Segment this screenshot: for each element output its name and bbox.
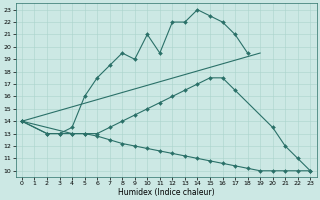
- X-axis label: Humidex (Indice chaleur): Humidex (Indice chaleur): [118, 188, 214, 197]
